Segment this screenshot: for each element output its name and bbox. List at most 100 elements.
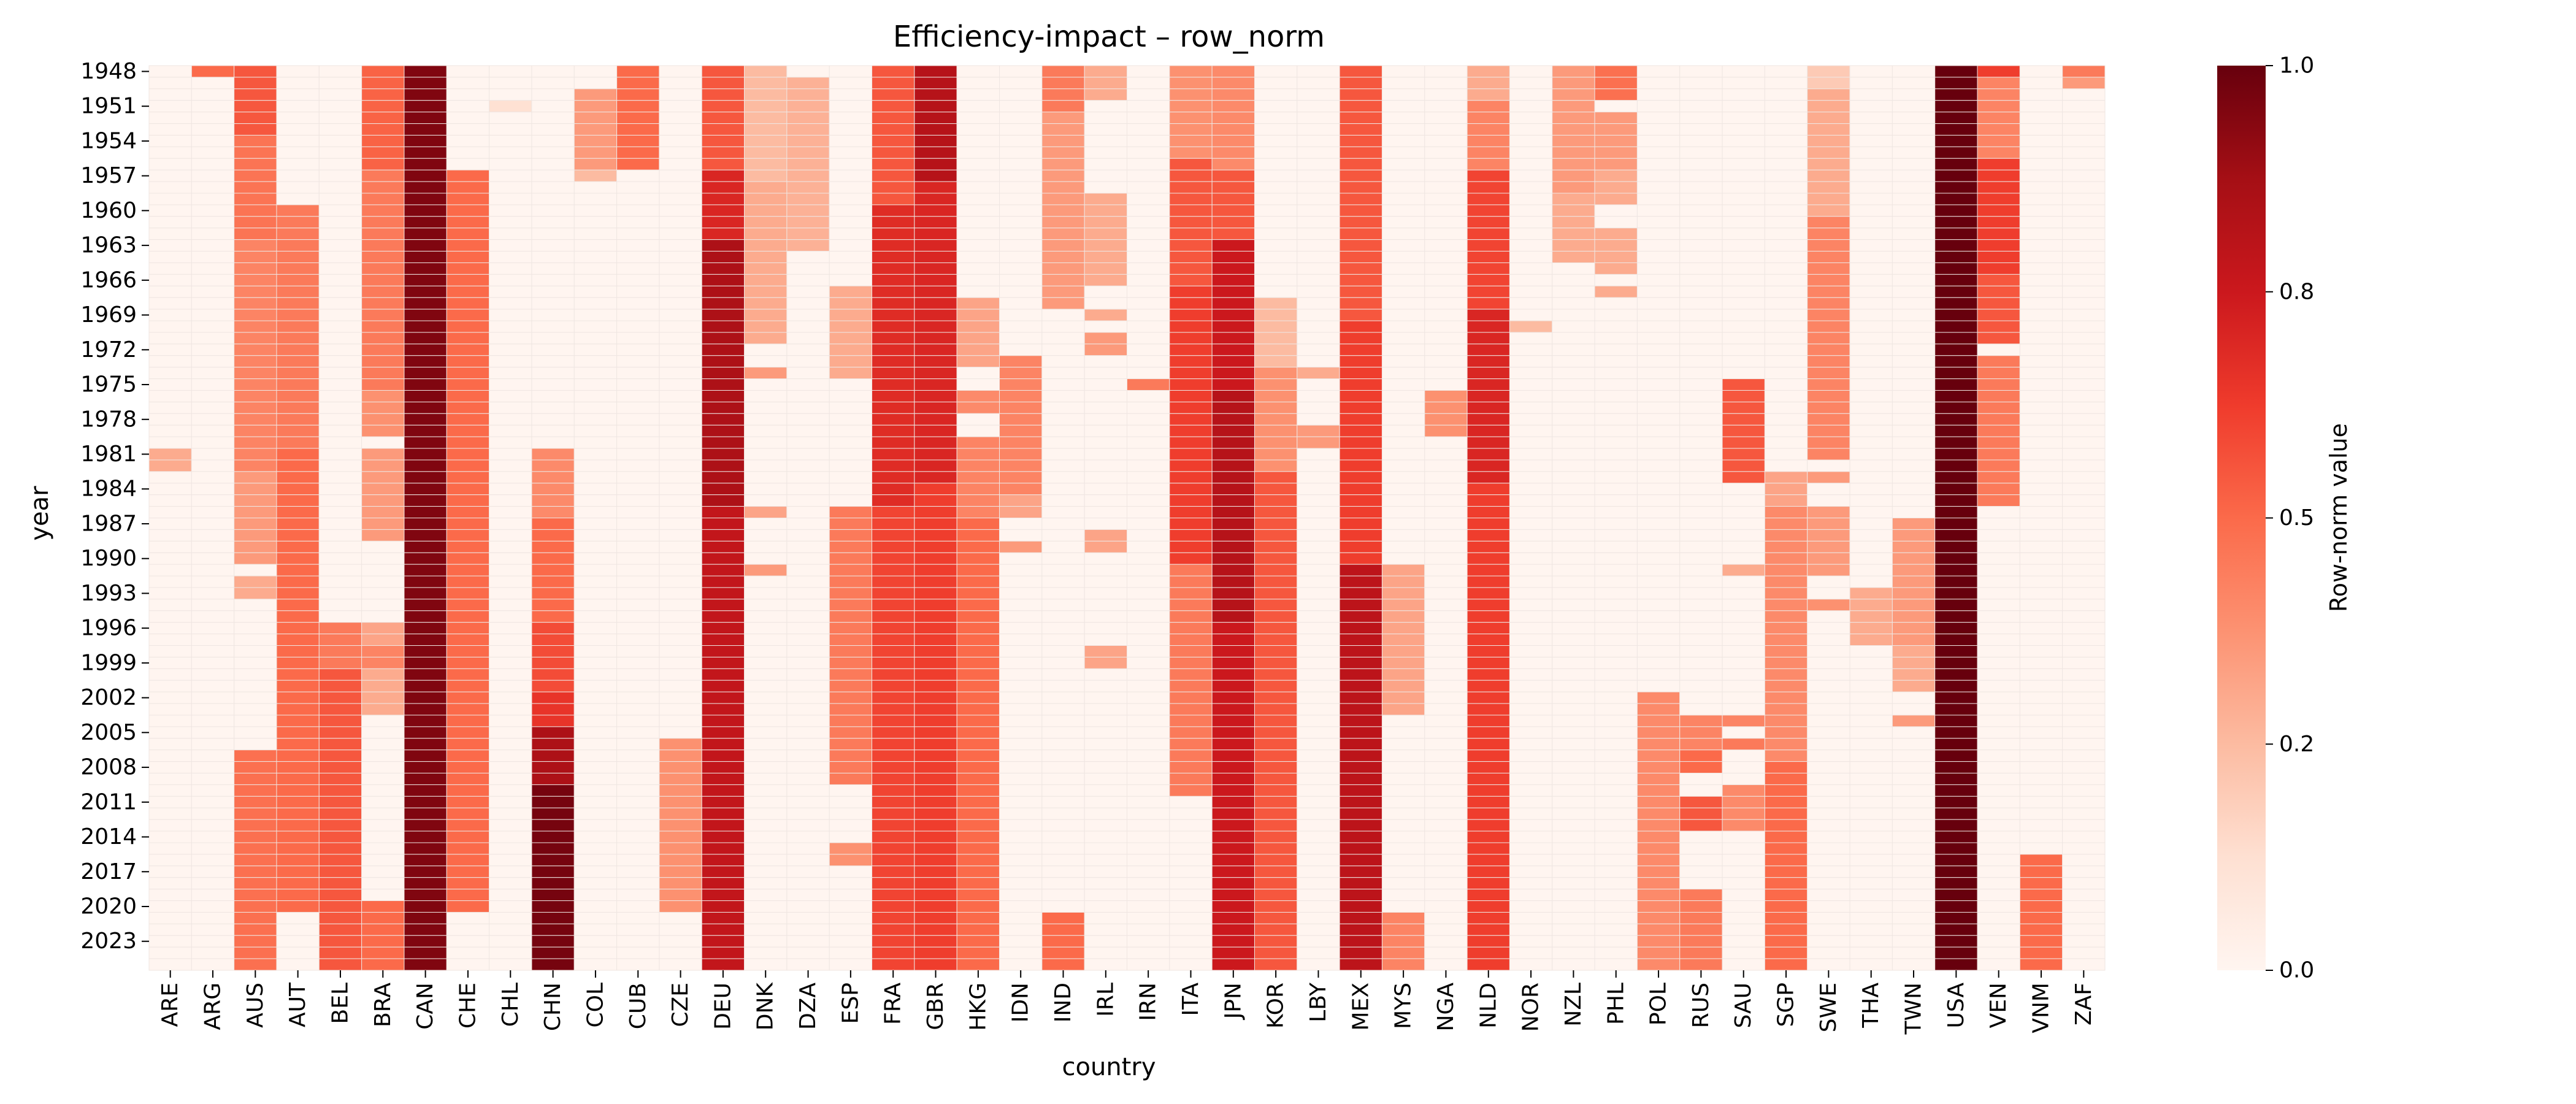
- heatmap-cell: [1127, 645, 1170, 657]
- heatmap-cell: [191, 134, 235, 147]
- heatmap-cell: [829, 529, 873, 542]
- heatmap-cell: [361, 506, 405, 519]
- heatmap-cell: [318, 251, 362, 263]
- heatmap-cell: [1339, 65, 1382, 78]
- heatmap-cell: [1934, 877, 1978, 890]
- heatmap-cell: [1297, 935, 1340, 948]
- heatmap-cell: [1084, 854, 1128, 867]
- heatmap-cell: [446, 320, 490, 333]
- heatmap-cell: [1211, 100, 1255, 113]
- heatmap-cell: [191, 320, 235, 333]
- heatmap-cell: [1466, 367, 1510, 380]
- heatmap-cell: [1764, 448, 1808, 461]
- heatmap-cell: [1381, 506, 1425, 519]
- heatmap-cell: [404, 656, 447, 669]
- heatmap-cell: [1722, 656, 1765, 669]
- heatmap-cell: [318, 204, 362, 217]
- heatmap-cell: [744, 634, 788, 646]
- heatmap-cell: [1764, 123, 1808, 136]
- heatmap-cell: [659, 518, 702, 530]
- heatmap-cell: [744, 401, 788, 414]
- heatmap-cell: [1211, 529, 1255, 542]
- heatmap-cell: [1127, 889, 1170, 902]
- heatmap-cell: [276, 146, 320, 159]
- heatmap-cell: [1381, 100, 1425, 113]
- heatmap-cell: [829, 448, 873, 461]
- heatmap-cell: [1807, 668, 1850, 681]
- heatmap-cell: [1084, 680, 1128, 692]
- heatmap-cell: [276, 158, 320, 171]
- heatmap-cell: [1849, 761, 1893, 774]
- heatmap-cell: [744, 599, 788, 611]
- heatmap-cell: [1977, 158, 2020, 171]
- heatmap-cell: [191, 749, 235, 762]
- heatmap-cell: [1807, 518, 1850, 530]
- heatmap-cell: [1381, 88, 1425, 101]
- heatmap-cell: [573, 518, 618, 530]
- heatmap-cell: [1934, 726, 1978, 739]
- heatmap-cell: [1552, 680, 1595, 692]
- heatmap-cell: [1892, 77, 1936, 90]
- heatmap-cell: [956, 703, 1000, 716]
- heatmap-cell: [1169, 251, 1213, 263]
- heatmap-cell: [1552, 911, 1595, 924]
- heatmap-cell: [1679, 680, 1723, 692]
- heatmap-cell: [1424, 506, 1468, 519]
- heatmap-cell: [1297, 355, 1340, 368]
- heatmap-cell: [1594, 773, 1638, 785]
- heatmap-cell: [829, 795, 873, 808]
- heatmap-cell: [744, 355, 788, 368]
- heatmap-cell: [1084, 343, 1128, 356]
- heatmap-cell: [531, 854, 575, 867]
- heatmap-cell: [1764, 854, 1808, 867]
- heatmap-cell: [872, 830, 915, 843]
- heatmap-cell: [1934, 367, 1978, 380]
- heatmap-cell: [1636, 181, 1681, 194]
- colorbar-tick-label: 0.8: [2279, 279, 2314, 304]
- heatmap-cell: [1509, 367, 1553, 380]
- heatmap-cell: [573, 610, 618, 623]
- heatmap-cell: [1679, 773, 1723, 785]
- heatmap-cell: [659, 749, 702, 762]
- heatmap-cell: [1722, 112, 1765, 125]
- heatmap-cell: [914, 274, 957, 286]
- heatmap-cell: [1127, 911, 1170, 924]
- heatmap-cell: [1977, 668, 2020, 681]
- heatmap-cell: [1722, 459, 1765, 472]
- heatmap-cell: [744, 483, 788, 496]
- heatmap-cell: [1679, 842, 1723, 855]
- heatmap-cell: [914, 343, 957, 356]
- heatmap-cell: [1722, 262, 1765, 275]
- heatmap-cell: [1807, 494, 1850, 507]
- heatmap-cell: [1552, 877, 1595, 890]
- heatmap-cell: [191, 169, 235, 182]
- heatmap-cell: [1807, 355, 1850, 368]
- heatmap-cell: [2062, 88, 2106, 101]
- heatmap-cell: [1339, 494, 1382, 507]
- heatmap-cell: [786, 193, 830, 205]
- heatmap-cell: [276, 355, 320, 368]
- heatmap-cell: [446, 680, 490, 692]
- heatmap-cell: [1552, 65, 1595, 78]
- heatmap-cell: [1084, 204, 1128, 217]
- heatmap-cell: [191, 88, 235, 101]
- heatmap-cell: [1722, 436, 1765, 449]
- heatmap-cell: [872, 946, 915, 959]
- heatmap-cell: [872, 819, 915, 832]
- heatmap-cell: [1211, 134, 1255, 147]
- heatmap-cell: [1041, 935, 1085, 948]
- heatmap-cell: [1849, 459, 1893, 472]
- heatmap-cell: [1381, 424, 1425, 437]
- heatmap-cell: [318, 134, 362, 147]
- heatmap-cell: [872, 401, 915, 414]
- heatmap-cell: [489, 518, 532, 530]
- heatmap-cell: [1127, 181, 1170, 194]
- heatmap-cell: [999, 761, 1043, 774]
- heatmap-cell: [1636, 193, 1681, 205]
- heatmap-cell: [1211, 738, 1255, 751]
- heatmap-cell: [659, 169, 702, 182]
- heatmap-cell: [744, 158, 788, 171]
- heatmap-cell: [1722, 854, 1765, 867]
- heatmap-cell: [1679, 134, 1723, 147]
- heatmap-cell: [659, 830, 702, 843]
